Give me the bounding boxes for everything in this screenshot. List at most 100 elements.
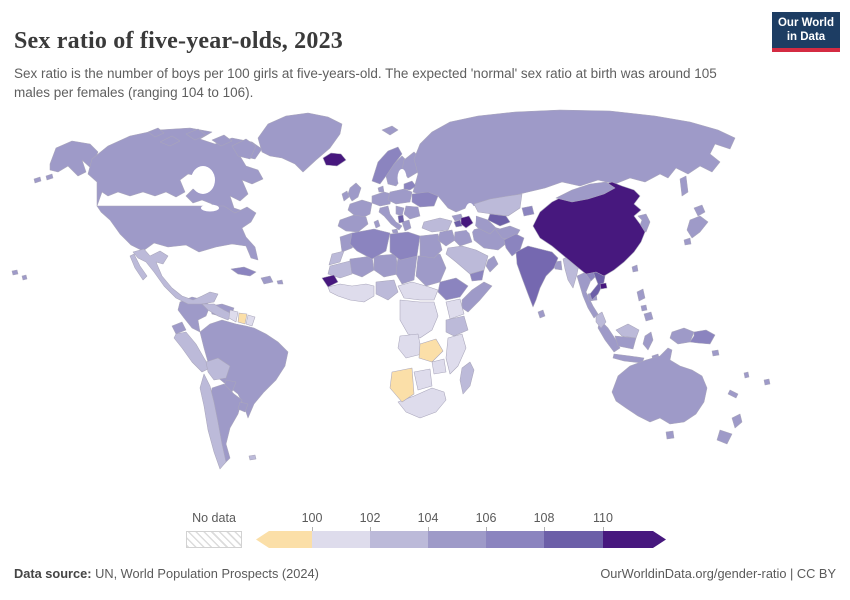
region-suriname[interactable] xyxy=(237,312,248,325)
region-vanuatu[interactable] xyxy=(743,371,750,379)
region-philippines-luzon[interactable] xyxy=(636,288,646,302)
region-canada[interactable] xyxy=(87,127,264,221)
region-japan-hokkaido[interactable] xyxy=(693,204,706,217)
map-bin-below-100[interactable] xyxy=(237,312,444,403)
map-bin-102-104[interactable] xyxy=(129,193,640,470)
region-java[interactable] xyxy=(612,353,645,364)
legend-segment-100-102[interactable] xyxy=(312,531,370,548)
legend-segment-below-100[interactable] xyxy=(256,531,312,548)
map-bin-104-106-overlay[interactable] xyxy=(555,181,616,203)
map-bin-100-102[interactable] xyxy=(228,281,467,419)
region-kenya[interactable] xyxy=(445,298,465,320)
region-borneo-north[interactable] xyxy=(615,323,640,339)
region-philippines-mindanao[interactable] xyxy=(643,311,654,322)
region-baffin-island[interactable] xyxy=(231,138,257,160)
region-levant[interactable] xyxy=(437,229,456,247)
region-corsica-sardinia[interactable] xyxy=(373,219,381,229)
region-puerto-rico[interactable] xyxy=(276,279,284,285)
region-usa[interactable] xyxy=(96,205,259,261)
region-japan-kyushu[interactable] xyxy=(683,237,692,246)
region-libya[interactable] xyxy=(389,231,421,261)
region-new-zealand-south[interactable] xyxy=(716,429,733,445)
region-chile[interactable] xyxy=(199,373,227,470)
map-bin-104-106[interactable] xyxy=(11,109,771,467)
region-hawaii[interactable] xyxy=(11,269,28,281)
region-french-guiana[interactable] xyxy=(245,314,256,327)
region-mexico[interactable] xyxy=(132,248,219,305)
legend-segment-102-104[interactable] xyxy=(370,531,428,548)
region-bolivia[interactable] xyxy=(205,357,231,381)
region-south-africa[interactable] xyxy=(397,387,447,419)
map-bin-india[interactable] xyxy=(515,245,559,308)
region-new-zealand-north[interactable] xyxy=(731,413,743,429)
region-poland[interactable] xyxy=(387,188,413,205)
region-nigeria[interactable] xyxy=(375,279,399,301)
region-malaysia[interactable] xyxy=(595,311,607,329)
region-turkey[interactable] xyxy=(421,217,453,233)
region-sri-lanka[interactable] xyxy=(537,309,546,319)
legend-segment-104-106[interactable] xyxy=(428,531,486,548)
region-arctic-island[interactable] xyxy=(159,135,181,147)
region-egypt[interactable] xyxy=(419,233,443,259)
region-svalbard[interactable] xyxy=(381,125,399,136)
region-germany-central-europe[interactable] xyxy=(371,191,393,207)
region-zimbabwe[interactable] xyxy=(431,358,447,375)
region-chad[interactable] xyxy=(395,255,418,285)
region-cuba[interactable] xyxy=(230,266,257,277)
region-oman[interactable] xyxy=(485,255,499,273)
region-serbia[interactable] xyxy=(395,205,405,217)
region-denmark[interactable] xyxy=(377,185,385,193)
region-azerbaijan[interactable] xyxy=(460,215,474,229)
region-western-sahara[interactable] xyxy=(328,250,345,266)
region-solomon-islands[interactable] xyxy=(711,349,720,357)
region-hispaniola[interactable] xyxy=(260,275,274,285)
region-zambia[interactable] xyxy=(418,338,444,363)
region-mali[interactable] xyxy=(348,255,375,278)
region-papua-new-guinea[interactable] xyxy=(689,329,716,345)
region-peru[interactable] xyxy=(173,331,211,373)
region-greenland[interactable] xyxy=(257,112,343,173)
region-niger[interactable] xyxy=(373,253,399,278)
legend-segment-110-plus[interactable] xyxy=(603,531,666,548)
region-baja-california[interactable] xyxy=(129,253,148,281)
region-iceland[interactable] xyxy=(322,152,347,167)
attribution[interactable]: OurWorldinData.org/gender-ratio | CC BY xyxy=(600,566,836,581)
region-kyrgyzstan-tajikistan[interactable] xyxy=(521,205,535,217)
region-guyana[interactable] xyxy=(228,309,239,323)
legend-segment-108-110[interactable] xyxy=(544,531,603,548)
region-saudi-arabia[interactable] xyxy=(445,245,489,275)
region-armenia[interactable] xyxy=(453,219,463,228)
region-arctic-island[interactable] xyxy=(211,134,233,147)
region-taiwan[interactable] xyxy=(631,264,639,273)
legend-segment-106-108[interactable] xyxy=(486,531,544,548)
region-namibia[interactable] xyxy=(389,367,415,403)
region-australia[interactable] xyxy=(611,347,708,425)
region-somalia[interactable] xyxy=(461,281,493,313)
region-baltics[interactable] xyxy=(403,180,417,191)
region-romania-bulgaria[interactable] xyxy=(403,205,421,220)
region-hainan[interactable] xyxy=(599,282,608,290)
region-uzbekistan[interactable] xyxy=(487,213,511,227)
region-ireland[interactable] xyxy=(341,190,350,202)
region-sudan[interactable] xyxy=(415,253,447,287)
region-borneo-south[interactable] xyxy=(614,335,637,350)
region-mongolia[interactable] xyxy=(555,181,616,203)
region-dr-congo[interactable] xyxy=(399,299,439,339)
region-greece[interactable] xyxy=(401,219,412,232)
region-uruguay[interactable] xyxy=(237,401,249,413)
region-brazil[interactable] xyxy=(199,319,289,419)
region-fiji[interactable] xyxy=(763,378,771,386)
region-arctic-island[interactable] xyxy=(185,128,207,141)
region-france[interactable] xyxy=(347,199,373,219)
region-sulawesi[interactable] xyxy=(642,331,654,351)
region-west-africa-coast[interactable] xyxy=(327,283,375,303)
region-philippines-visayas[interactable] xyxy=(640,304,648,312)
owid-logo[interactable]: Our World in Data xyxy=(772,12,840,52)
region-iraq[interactable] xyxy=(453,229,473,247)
region-mozambique[interactable] xyxy=(445,333,467,375)
region-aleutian-islands[interactable] xyxy=(33,173,54,184)
region-norway[interactable] xyxy=(371,146,403,185)
region-cameroon-central-africa[interactable] xyxy=(397,281,439,301)
region-ethiopia[interactable] xyxy=(437,277,469,301)
map-bin-110-plus[interactable] xyxy=(321,152,646,290)
